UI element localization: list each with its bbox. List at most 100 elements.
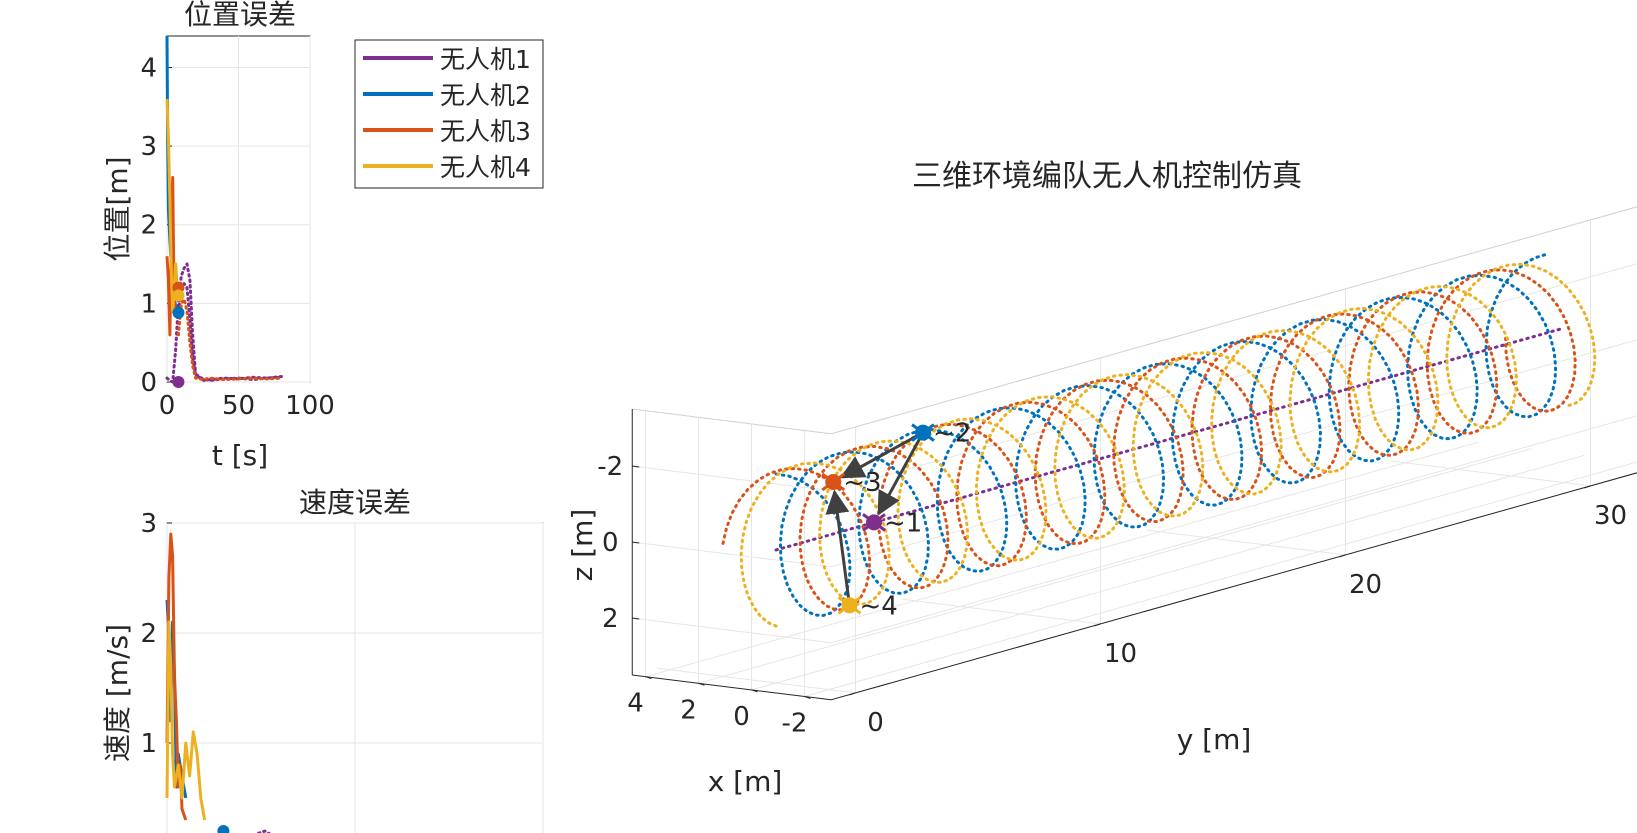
- z-tick-mark: [632, 617, 640, 620]
- z-tick-mark: [632, 541, 640, 544]
- grid-z-side: [632, 617, 832, 644]
- grid-z-back: [830, 415, 1637, 644]
- uav-marker: [866, 514, 882, 531]
- x-tick-mark: [751, 689, 758, 693]
- formation-ylabel: y [m]: [1177, 723, 1252, 756]
- position-ticks: 0 50 100 0 1 2 3 4: [140, 53, 334, 421]
- box-edge-back-top: [830, 206, 1637, 435]
- y-tick-label: 0: [140, 368, 157, 398]
- y-axis-line: [830, 472, 1637, 701]
- x-tick-mark: [698, 682, 705, 686]
- velocity-series: [165, 532, 272, 833]
- position-error-panel: 0 50 100 0 1 2 3 4 位置误差 t [s] 位置[m]: [101, 0, 335, 472]
- y-tick-label: 2: [140, 211, 157, 241]
- grid-x-floor: [751, 454, 1585, 691]
- z-tick-label: -2: [597, 452, 623, 482]
- trajectory-line: [739, 262, 1597, 628]
- y-tick-label: 2: [140, 619, 157, 649]
- series-line: [165, 620, 207, 821]
- x-tick-label: 100: [285, 391, 335, 421]
- trajectory-line: [774, 252, 1558, 618]
- legend-label-3: 无人机3: [440, 117, 531, 146]
- uav-label: ~2: [933, 419, 971, 449]
- legend-label-4: 无人机4: [440, 153, 531, 182]
- y-tick-label: 4: [140, 53, 157, 83]
- grid-y-floor: [901, 598, 1101, 625]
- formation-link: [877, 431, 925, 516]
- velocity-error-panel: 1 2 3 速度误差 速度 [m/s]: [101, 486, 544, 833]
- x-tick-label: 0: [159, 391, 176, 421]
- end-marker: [172, 289, 185, 302]
- z-tick-mark: [632, 465, 640, 468]
- legend: 无人机1 无人机2 无人机3 无人机4: [354, 39, 544, 189]
- legend-box: [354, 39, 544, 189]
- grid-x-floor: [698, 448, 1532, 684]
- formation-zlabel: z [m]: [566, 509, 599, 582]
- formation-uav-markers: ~1 ~2 ~3 ~4: [821, 419, 971, 621]
- x-tick-label: 2: [680, 695, 697, 725]
- trajectory-line: [774, 327, 1562, 552]
- y-tick-label: 10: [1104, 639, 1137, 669]
- x-tick-label: 50: [222, 391, 255, 421]
- grid-z-back: [830, 263, 1637, 492]
- position-title: 位置误差: [184, 0, 296, 31]
- formation-3d-box: [631, 206, 1637, 701]
- x-tick-mark: [645, 676, 652, 680]
- velocity-ticks: 1 2 3: [140, 509, 172, 759]
- legend-label-2: 无人机2: [440, 81, 531, 110]
- y-tick-mark: [1094, 623, 1101, 627]
- y-tick-mark: [1339, 554, 1346, 558]
- grid-y-floor: [656, 667, 856, 694]
- grid-z-side: [632, 465, 832, 492]
- x-tick-label: 0: [733, 702, 750, 732]
- x-axis-line: [632, 674, 832, 701]
- uav-label: ~3: [843, 468, 881, 498]
- formation-link: [839, 431, 924, 479]
- legend-entry-1: 无人机1: [363, 45, 531, 74]
- y-tick-label: 20: [1349, 570, 1382, 600]
- uav-marker: [915, 424, 931, 441]
- y-tick-label: 1: [140, 289, 157, 319]
- grid-y-floor: [1146, 529, 1346, 556]
- grid-y-floor: [1391, 460, 1591, 487]
- grid-z-side: [632, 541, 832, 568]
- legend-entry-3: 无人机3: [363, 117, 531, 146]
- position-ylabel: 位置[m]: [101, 156, 134, 261]
- z-tick-label: 2: [602, 604, 619, 634]
- box-edge-side-top: [632, 408, 832, 435]
- velocity-grid: [166, 522, 544, 833]
- y-tick-label: 3: [140, 132, 157, 162]
- position-series: [165, 35, 283, 388]
- y-tick-mark: [1584, 485, 1591, 489]
- velocity-ylabel: 速度 [m/s]: [101, 624, 134, 762]
- y-tick-label: 30: [1594, 501, 1627, 531]
- x-tick-label: -2: [782, 709, 808, 739]
- grid-z-back: [830, 339, 1637, 568]
- z-tick-label: 0: [602, 528, 619, 558]
- y-tick-label: 0: [867, 708, 884, 738]
- x-tick-mark: [804, 696, 811, 699]
- uav-label: ~4: [860, 591, 898, 621]
- grid-x-floor: [804, 461, 1637, 697]
- end-marker: [172, 376, 185, 388]
- position-xlabel: t [s]: [212, 439, 268, 472]
- formation-link: [825, 489, 851, 606]
- y-tick-mark: [849, 692, 856, 696]
- uav-marker: [841, 597, 858, 614]
- y-tick-label: 3: [140, 509, 157, 539]
- formation-title: 三维环境编队无人机控制仿真: [912, 159, 1302, 194]
- uav-marker: [825, 473, 842, 490]
- end-marker: [172, 306, 185, 319]
- series-line: [176, 297, 283, 382]
- formation-links: [825, 431, 925, 606]
- velocity-title: 速度误差: [299, 486, 411, 519]
- end-marker: [217, 825, 230, 833]
- legend-entry-2: 无人机2: [363, 81, 531, 110]
- grid-x-floor: [645, 441, 1479, 678]
- formation-trajectories: [721, 252, 1597, 628]
- uav-label: ~1: [884, 508, 922, 538]
- formation-xlabel: x [m]: [708, 765, 783, 798]
